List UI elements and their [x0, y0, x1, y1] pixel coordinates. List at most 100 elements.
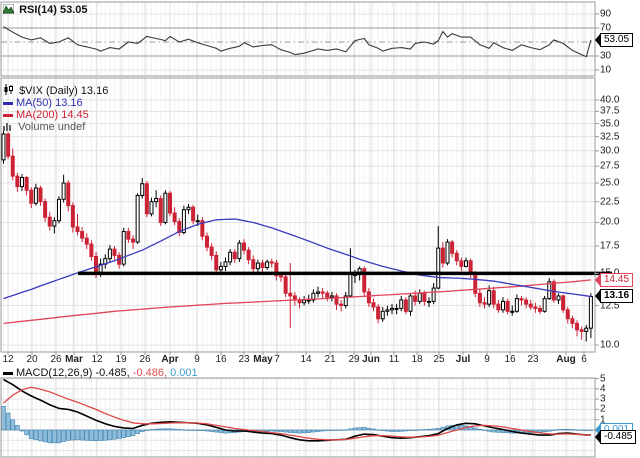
price-tick-label: 22.5: [600, 196, 620, 208]
date-tick-label: 19: [115, 354, 127, 365]
macd-histogram-bar: [38, 429, 43, 442]
macd-histogram-bar: [357, 427, 362, 431]
candle-body: [343, 295, 348, 307]
macd-histogram-bar: [278, 429, 284, 432]
candlestick-icon: [3, 84, 14, 98]
candle-body: [24, 176, 29, 191]
candle-body: [288, 292, 293, 297]
candle-body: [570, 318, 575, 324]
candle-body: [154, 198, 159, 203]
callout-arrow-icon: [595, 423, 600, 436]
macd-histogram-bar: [172, 428, 177, 431]
candle-body: [440, 247, 445, 264]
candle-body: [496, 303, 501, 311]
macd-histogram-bar: [394, 429, 399, 432]
candle-body: [223, 261, 228, 267]
price-tick-label: 12.5: [600, 300, 620, 312]
callout-arrow-icon: [595, 33, 600, 46]
macd-histogram-bar: [311, 429, 316, 433]
ma200-line-swatch: [3, 113, 13, 117]
candle-body: [413, 295, 418, 302]
candle-body: [29, 189, 34, 204]
macd-histogram-bar: [135, 429, 140, 434]
date-tick-label: 9: [194, 354, 200, 365]
candle-body: [329, 295, 334, 298]
macd-signal-value: -0.486,: [132, 367, 168, 379]
candle-body: [505, 300, 510, 312]
candle-body: [431, 287, 436, 302]
candle-body: [459, 260, 464, 267]
rsi-value-callout: 53.05: [595, 32, 634, 47]
macd-histogram-bar: [24, 429, 29, 436]
candle-body: [325, 292, 330, 298]
candle-body: [584, 327, 589, 332]
candle-body: [450, 241, 455, 254]
last-price-callout: 13.16: [595, 289, 634, 304]
candle-body: [131, 238, 135, 243]
macd-histogram-bar: [422, 429, 427, 431]
candle-body: [84, 237, 89, 245]
ma200-legend: MA(200) 14.45: [3, 109, 89, 121]
macd-histogram-bar: [204, 429, 210, 432]
macd-line: [3, 378, 591, 442]
candle-body: [269, 261, 274, 264]
macd-histogram-bar: [1, 406, 6, 431]
macd-histogram-bar: [213, 429, 219, 433]
candle-body: [306, 299, 311, 302]
candle-body: [403, 299, 408, 312]
candle-body: [43, 201, 48, 218]
candle-body: [510, 310, 515, 313]
macd-line-swatch: [3, 371, 13, 375]
candle-body: [454, 252, 459, 262]
candle-body: [218, 265, 223, 271]
date-tick-label: 14: [300, 354, 312, 365]
macd-histogram-bar: [417, 429, 423, 431]
candle-body: [61, 182, 66, 200]
macd-callout-value: -0.485: [600, 429, 637, 444]
macd-histogram-bar: [190, 429, 196, 431]
candle-body: [311, 292, 316, 301]
macd-histogram-bar: [477, 428, 483, 431]
macd-histogram-bar: [176, 429, 182, 431]
date-tick-label: 12: [2, 354, 14, 365]
macd-histogram-bar: [287, 429, 293, 433]
macd-histogram-bar: [52, 429, 57, 444]
macd-histogram-bar: [126, 429, 131, 437]
macd-histogram-bar: [431, 428, 436, 431]
macd-histogram-bar: [209, 429, 214, 432]
candle-body: [237, 242, 242, 260]
price-tick-label: 20.0: [600, 216, 620, 228]
candle-body: [172, 212, 177, 223]
candle-body: [135, 194, 140, 243]
macd-histogram-bar: [348, 428, 353, 431]
ma200-legend-label: MA(200) 14.45: [16, 109, 89, 121]
candle-body: [320, 291, 325, 294]
macd-tick-label: 4: [600, 383, 606, 395]
candle-body: [445, 241, 450, 264]
macd-legend-label: MACD(12,26,9): [16, 367, 93, 379]
macd-histogram-bar: [297, 429, 302, 434]
candle-body: [371, 302, 376, 308]
ma50-line: [3, 218, 591, 300]
macd-histogram-bar: [551, 429, 557, 431]
rsi-line: [3, 26, 592, 58]
macd-histogram-bar: [542, 429, 547, 433]
ma50-legend-label: MA(50) 13.16: [16, 97, 83, 109]
price-tick-label: 17.5: [600, 240, 620, 252]
callout-arrow-icon: [595, 290, 600, 303]
candle-body: [1, 133, 6, 161]
macd-histogram-bar: [583, 429, 589, 431]
date-tick-label: 21: [324, 354, 336, 365]
macd-histogram-bar: [366, 427, 372, 431]
price-tick-label: 32.5: [600, 131, 620, 143]
candle-body: [242, 242, 246, 251]
macd-signal-line: [3, 386, 591, 441]
rsi-panel-border: [0, 1, 596, 77]
macd-histogram-bar: [565, 428, 571, 431]
macd-histogram-bar: [371, 428, 376, 431]
date-tick-label: 26: [50, 354, 62, 365]
macd-histogram-bar: [167, 428, 173, 431]
macd-histogram-bar: [283, 429, 288, 433]
ma200-value-callout: 14.45: [595, 272, 634, 287]
